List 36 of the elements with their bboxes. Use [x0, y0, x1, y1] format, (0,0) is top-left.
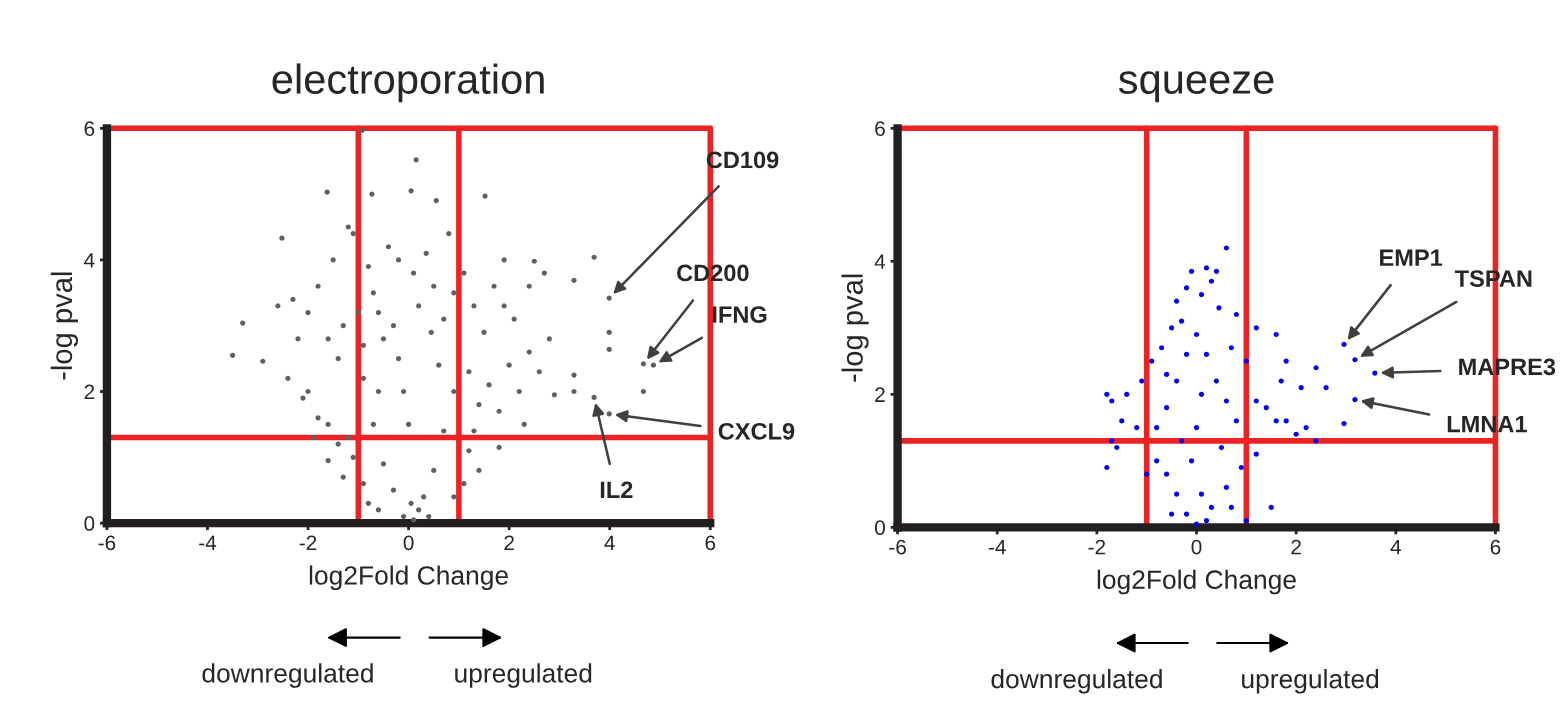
- annotation: EMP1: [1380, 249, 1443, 266]
- chart-title: electroporation: [272, 63, 544, 103]
- y-tick-label: 2: [84, 384, 95, 400]
- y-tick-label: 6: [84, 121, 95, 137]
- annotation: IFNG: [712, 306, 767, 323]
- y-tick-label: 4: [874, 254, 886, 269]
- x-tick-label: -4: [988, 539, 1006, 555]
- y-axis-title: -log pval: [841, 274, 869, 382]
- x-tick-label: 0: [403, 535, 414, 551]
- x-axis-title: log2Fold Change: [309, 565, 508, 591]
- x-tick-label: 6: [705, 535, 716, 551]
- y-tick-label: 4: [84, 253, 95, 268]
- text: downregulated: [991, 669, 1162, 694]
- y-tick-label: 0: [875, 520, 885, 536]
- x-tick-label: 0: [1191, 539, 1202, 555]
- x-tick-label: 6: [1490, 539, 1501, 555]
- x-tick-label: 4: [1390, 539, 1401, 555]
- x-tick-label: -6: [889, 539, 906, 555]
- x-axis-title: log2Fold Change: [1097, 569, 1296, 595]
- x-tick-label: -4: [199, 535, 217, 551]
- annotation: CXCL9: [718, 422, 795, 440]
- chart-title: squeeze: [1118, 71, 1274, 103]
- text: upregulated: [1242, 669, 1379, 694]
- y-tick-label: 2: [875, 387, 885, 402]
- x-tick-label: 4: [604, 535, 615, 551]
- x-tick-label: -6: [98, 535, 116, 551]
- x-tick-label: -2: [299, 535, 317, 551]
- x-tick-label: 2: [504, 535, 514, 551]
- annotation: IL2: [600, 481, 633, 498]
- x-tick-label: -2: [1088, 539, 1106, 555]
- x-tick-label: 2: [1291, 539, 1301, 555]
- text: upregulated: [455, 663, 592, 688]
- y-tick-label: 0: [84, 516, 95, 531]
- y-tick-label: 6: [875, 121, 885, 137]
- y-axis-title: -log pval: [50, 272, 78, 380]
- text: downregulated: [202, 663, 373, 688]
